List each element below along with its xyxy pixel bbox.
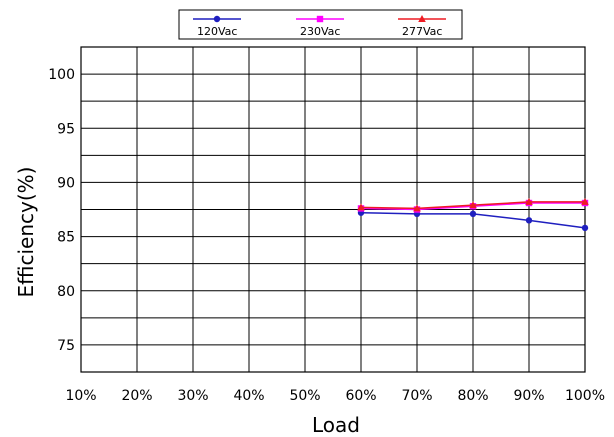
x-tick-label: 60% (345, 388, 376, 404)
y-tick-label: 95 (57, 121, 75, 137)
x-tick-label: 30% (177, 388, 208, 404)
legend: 120Vac 230Vac 277Vac (178, 9, 463, 40)
data-point (581, 224, 589, 232)
legend-label: 230Vac (300, 25, 340, 38)
legend-label: 277Vac (402, 25, 442, 38)
legend-label: 120Vac (197, 25, 237, 38)
legend-marker (316, 15, 324, 23)
y-tick-labels: 75 80 85 90 95 100 (48, 67, 75, 354)
legend-item-230vac: 230Vac (296, 15, 344, 38)
y-tick-label: 85 (57, 230, 75, 246)
data-point (357, 203, 365, 211)
legend-item-120vac: 120Vac (193, 15, 241, 38)
x-tick-label: 20% (121, 388, 152, 404)
series-layer (357, 197, 589, 232)
x-tick-label: 90% (513, 388, 544, 404)
data-point (525, 217, 533, 224)
x-tick-label: 70% (401, 388, 432, 404)
x-tick-label: 10% (65, 388, 96, 404)
y-tick-label: 90 (57, 175, 75, 191)
legend-marker (418, 15, 426, 22)
data-point (413, 204, 421, 212)
series-277vac (357, 197, 589, 212)
plot-frame (80, 46, 586, 373)
y-axis-title: Efficiency(%) (14, 167, 38, 298)
x-tick-label: 40% (233, 388, 264, 404)
y-tick-label: 80 (57, 284, 75, 300)
data-point (581, 197, 589, 205)
series-120vac (357, 209, 589, 232)
y-tick-label: 75 (57, 338, 75, 354)
data-point (469, 210, 477, 218)
data-point (525, 197, 533, 205)
x-tick-labels: 10% 20% 30% 40% 50% 60% 70% 80% 90% 100% (65, 388, 605, 404)
grid (80, 46, 586, 373)
x-tick-label: 80% (457, 388, 488, 404)
x-tick-label: 50% (289, 388, 320, 404)
legend-marker (213, 15, 221, 23)
legend-item-277vac: 277Vac (398, 15, 446, 38)
data-point (469, 201, 477, 209)
legend-box (178, 9, 463, 40)
x-axis-title: Load (312, 413, 360, 437)
x-tick-label: 100% (565, 388, 605, 404)
y-tick-label: 100 (48, 67, 75, 83)
